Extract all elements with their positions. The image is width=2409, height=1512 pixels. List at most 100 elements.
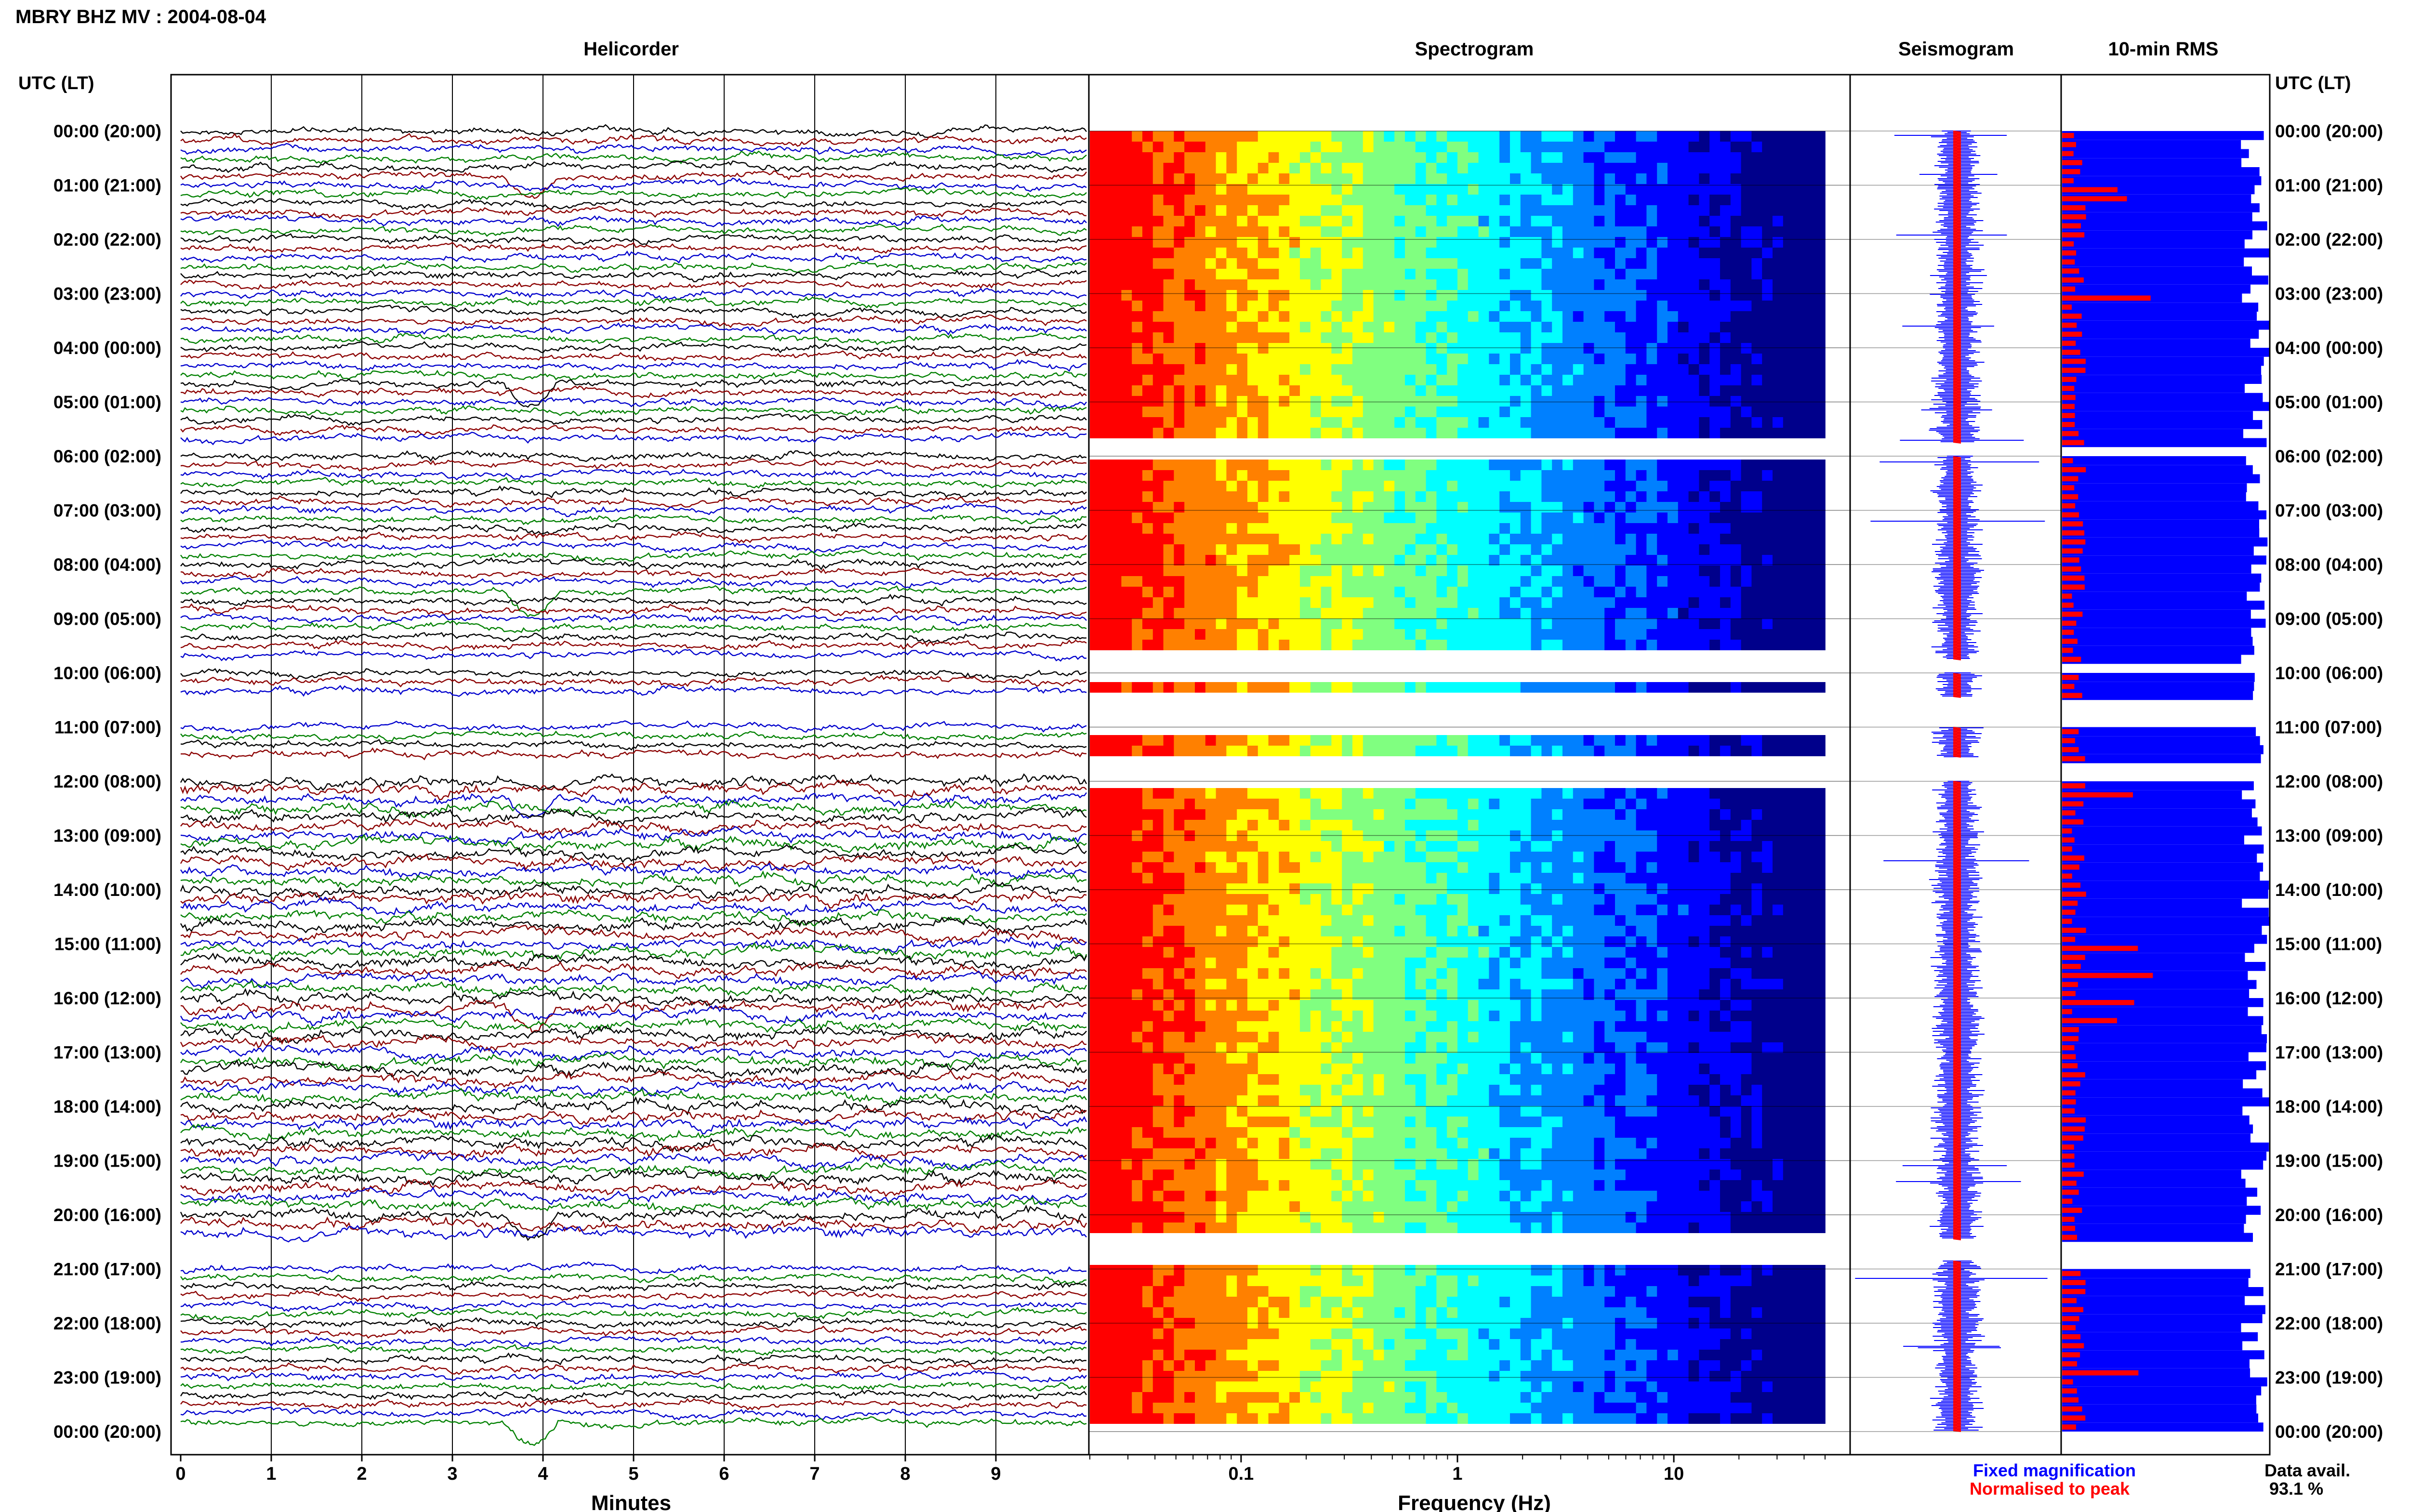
spectrogram-cell	[1468, 460, 1479, 470]
spectrogram-cell	[1688, 322, 1700, 332]
spectrogram-cell	[1174, 481, 1185, 491]
spectrogram-cell	[1678, 947, 1689, 958]
spectrogram-cell	[1100, 354, 1112, 364]
spectrogram-cell	[1216, 184, 1227, 195]
spectrogram-cell	[1163, 184, 1175, 195]
spectrogram-cell	[1457, 513, 1469, 523]
spectrogram-cell	[1226, 205, 1237, 216]
spectrogram-cell	[1111, 809, 1122, 820]
spectrogram-cell	[1657, 894, 1668, 905]
spectrogram-cell	[1604, 343, 1615, 354]
spectrogram-cell	[1174, 491, 1185, 502]
spectrogram-cell	[1121, 460, 1132, 470]
spectrogram-cell	[1331, 905, 1342, 915]
spectrogram-cell	[1730, 481, 1742, 491]
spectrogram-cell	[1174, 195, 1185, 205]
spectrogram-cell	[1489, 735, 1500, 746]
spectrogram-cell	[1257, 894, 1269, 905]
spectrogram-cell	[1720, 322, 1731, 332]
spectrogram-cell	[1152, 322, 1164, 332]
spectrogram-cell	[1668, 534, 1679, 544]
spectrogram-cell	[1237, 618, 1248, 629]
spectrogram-cell	[1657, 343, 1668, 354]
spectrogram-cell	[1237, 301, 1248, 311]
spectrogram-cell	[1615, 640, 1626, 650]
spectrogram-cell	[1678, 385, 1689, 396]
spectrogram-cell	[1247, 597, 1258, 608]
helicorder-trace	[180, 495, 1087, 508]
spectrogram-cell	[1436, 735, 1447, 746]
spectrogram-cell	[1384, 343, 1395, 354]
spectrogram-cell	[1342, 407, 1353, 417]
spectrogram-cell	[1520, 396, 1532, 407]
spectrogram-cell	[1478, 269, 1490, 279]
spectrogram-cell	[1394, 629, 1405, 640]
spectrogram-cell	[1268, 131, 1280, 142]
spectrogram-cell	[1657, 788, 1668, 799]
spectrogram-cell	[1510, 502, 1521, 513]
spectrogram-cell	[1300, 195, 1311, 205]
spectrogram-cell	[1773, 428, 1784, 438]
spectrogram-cell	[1751, 799, 1762, 809]
spectrogram-cell	[1121, 184, 1132, 195]
spectrogram-cell	[1268, 470, 1280, 481]
spectrogram-cell	[1699, 269, 1710, 279]
spectrogram-cell	[1310, 322, 1322, 332]
spectrogram-cell	[1699, 279, 1710, 290]
spectrogram-cell	[1090, 926, 1101, 936]
helicorder-trace	[180, 485, 1087, 499]
spectrogram-cell	[1520, 258, 1532, 269]
spectrogram-cell	[1562, 375, 1574, 385]
spectrogram-cell	[1352, 883, 1363, 894]
spectrogram-cell	[1541, 279, 1552, 290]
spectrogram-cell	[1132, 343, 1143, 354]
spectrogram-cell	[1384, 417, 1395, 428]
spectrogram-cell	[1604, 852, 1615, 862]
spectrogram-cell	[1636, 862, 1647, 873]
spectrogram-cell	[1152, 131, 1164, 142]
spectrogram-cell	[1478, 873, 1490, 883]
spectrogram-cell	[1373, 587, 1385, 597]
spectrogram-cell	[1174, 534, 1185, 544]
spectrogram-cell	[1646, 491, 1657, 502]
spectrogram-cell	[1205, 788, 1217, 799]
spectrogram-cell	[1310, 163, 1322, 173]
spectrogram-cell	[1111, 248, 1122, 258]
spectrogram-cell	[1499, 332, 1510, 343]
spectrogram-cell	[1478, 735, 1490, 746]
spectrogram-cell	[1636, 523, 1647, 534]
spectrogram-cell	[1436, 417, 1447, 428]
spectrogram-cell	[1562, 269, 1574, 279]
spectrogram-cell	[1321, 460, 1332, 470]
spectrogram-cell	[1457, 883, 1469, 894]
spectrogram-cell	[1583, 841, 1595, 852]
spectrogram-cell	[1646, 375, 1657, 385]
spectrogram-cell	[1541, 311, 1552, 322]
spectrogram-cell	[1457, 534, 1469, 544]
spectrogram-cell	[1583, 555, 1595, 565]
spectrogram-cell	[1363, 746, 1374, 756]
spectrogram-cell	[1310, 968, 1322, 979]
spectrogram-cell	[1121, 322, 1132, 332]
spectrogram-cell	[1552, 968, 1563, 979]
spectrogram-cell	[1531, 947, 1542, 958]
hour-label-right: 01:00 (21:00)	[2275, 176, 2383, 196]
spectrogram-cell	[1373, 735, 1385, 746]
spectrogram-cell	[1678, 576, 1689, 587]
spectrogram-cell	[1720, 279, 1731, 290]
spectrogram-cell	[1520, 608, 1532, 618]
spectrogram-cell	[1499, 799, 1510, 809]
spectrogram-cell	[1100, 460, 1112, 470]
spectrogram-cell	[1541, 894, 1552, 905]
spectrogram-cell	[1447, 746, 1458, 756]
spectrogram-cell	[1583, 597, 1595, 608]
spectrogram-cell	[1594, 788, 1605, 799]
spectrogram-cell	[1678, 862, 1689, 873]
spectrogram-cell	[1394, 152, 1405, 163]
spectrogram-cell	[1646, 936, 1657, 947]
spectrogram-cell	[1699, 788, 1710, 799]
spectrogram-cell	[1457, 481, 1469, 491]
spectrogram-cell	[1699, 173, 1710, 184]
spectrogram-cell	[1489, 926, 1500, 936]
spectrogram-cell	[1205, 841, 1217, 852]
